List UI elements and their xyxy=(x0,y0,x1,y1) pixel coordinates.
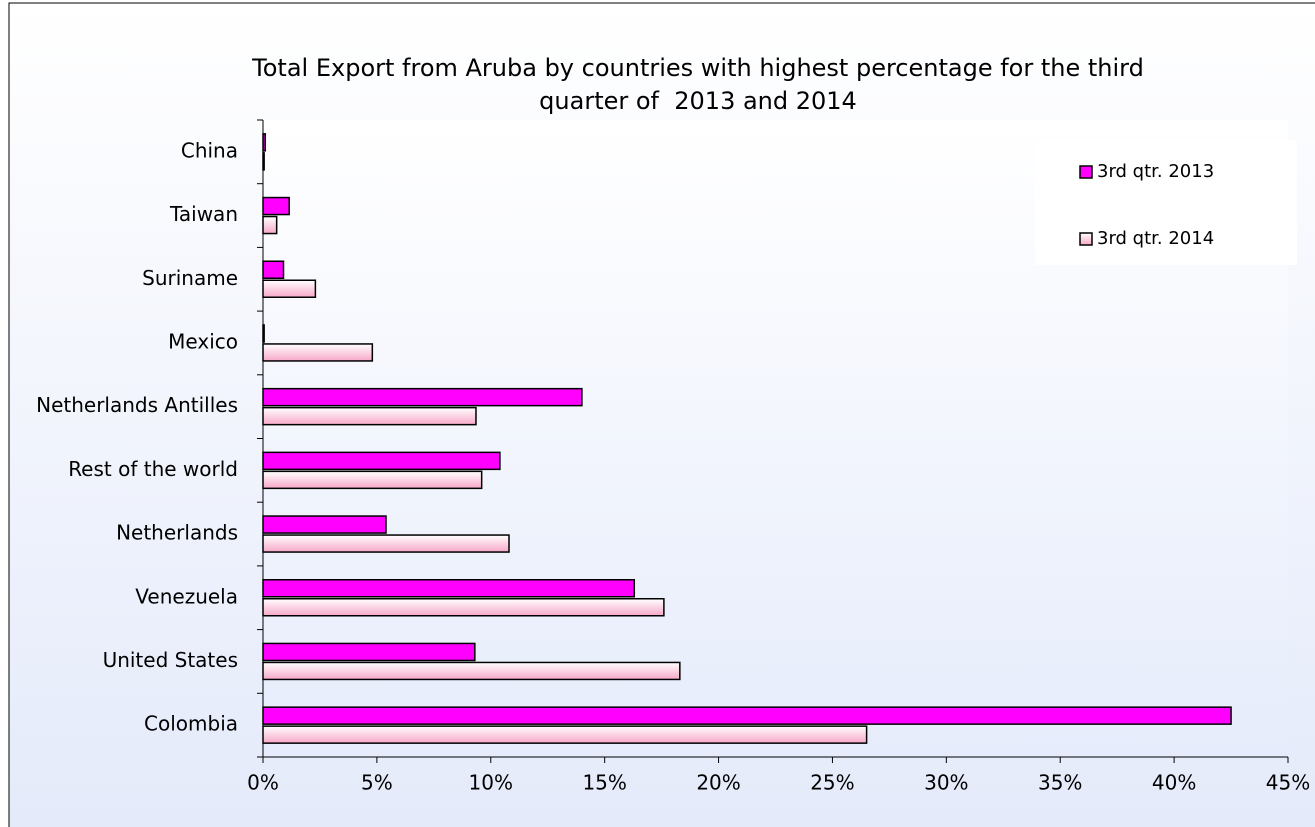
y-tick-label: Mexico xyxy=(168,329,238,353)
y-tick-label: Rest of the world xyxy=(68,457,238,481)
y-tick-label: Netherlands Antilles xyxy=(36,393,238,417)
y-tick-label: United States xyxy=(103,648,238,672)
bar xyxy=(262,515,387,534)
bar xyxy=(262,196,290,216)
chart-title: Total Export from Aruba by countries wit… xyxy=(251,54,1144,82)
bar xyxy=(262,579,636,598)
y-tick-label: Venezuela xyxy=(135,584,238,608)
x-tick-label: 25% xyxy=(810,771,854,795)
bar xyxy=(262,642,476,662)
bar xyxy=(262,406,477,426)
bar xyxy=(262,215,278,235)
x-tick-label: 30% xyxy=(924,771,968,795)
legend-swatch xyxy=(1079,232,1093,246)
bar xyxy=(262,260,285,279)
x-tick-label: 20% xyxy=(696,771,740,795)
bar xyxy=(262,133,267,152)
y-tick-label: Suriname xyxy=(142,266,238,290)
chart-title: quarter of 2013 and 2014 xyxy=(539,87,857,115)
y-tick-label: Netherlands xyxy=(116,521,238,545)
bar xyxy=(262,387,583,407)
x-tick-label: 45% xyxy=(1266,771,1310,795)
bar xyxy=(262,706,1232,725)
bar xyxy=(262,451,501,471)
x-tick-label: 5% xyxy=(361,771,393,795)
x-tick-label: 0% xyxy=(247,771,279,795)
x-tick-label: 35% xyxy=(1038,771,1082,795)
bar xyxy=(262,152,265,171)
x-tick-label: 15% xyxy=(582,771,626,795)
legend-label: 3rd qtr. 2014 xyxy=(1097,228,1214,249)
y-tick-label: Taiwan xyxy=(169,202,238,226)
x-tick-label: 10% xyxy=(469,771,513,795)
bar xyxy=(262,324,265,343)
y-tick-label: China xyxy=(181,138,238,162)
bar xyxy=(262,598,665,617)
legend-box xyxy=(1035,140,1297,265)
bar xyxy=(262,661,681,681)
y-tick-label: Colombia xyxy=(144,712,238,736)
bar xyxy=(262,279,317,298)
bar xyxy=(262,725,868,744)
legend-label: 3rd qtr. 2013 xyxy=(1097,161,1214,182)
bar xyxy=(262,534,510,553)
x-tick-label: 40% xyxy=(1152,771,1196,795)
bar xyxy=(262,343,374,362)
legend-swatch xyxy=(1079,165,1093,179)
bar xyxy=(262,470,483,490)
